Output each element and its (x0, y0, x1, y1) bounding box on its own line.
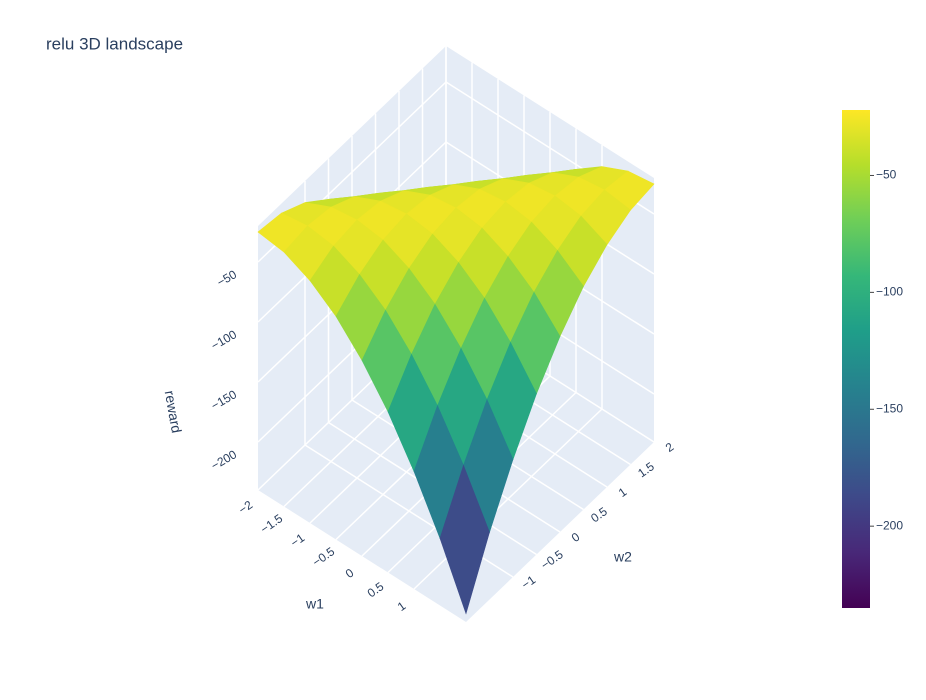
colorbar-tick-label: −200 (876, 518, 903, 532)
chart-title: relu 3D landscape (46, 34, 183, 53)
y-tick-label: 2 (663, 439, 677, 454)
x-tick-label: 1 (395, 598, 409, 613)
x-tick-label: −2 (236, 497, 256, 517)
y-axis-title: w2 (613, 549, 632, 565)
y-tick-label: 1 (616, 484, 630, 499)
z-tick-label: −100 (209, 327, 240, 353)
colorbar-tick-label: −50 (876, 168, 897, 182)
y-tick-label: 0.5 (588, 504, 610, 525)
x-tick-label: −0.5 (310, 544, 338, 569)
colorbar-tick-label: −100 (876, 285, 903, 299)
colorbar-tick-label: −150 (876, 401, 903, 415)
z-tick-label: −50 (214, 267, 239, 289)
y-tick-label: 0 (569, 529, 583, 544)
colorbar (842, 110, 870, 608)
y-tick-label: −1 (519, 572, 539, 592)
y-tick-label: 1.5 (635, 459, 657, 480)
x-tick-label: −1.5 (258, 511, 286, 536)
surface-cell (439, 464, 490, 615)
z-axis-title: reward (162, 389, 185, 434)
x-tick-label: 0 (343, 565, 357, 580)
x-tick-label: −1 (288, 530, 308, 550)
z-tick-label: −150 (209, 387, 240, 413)
y-tick-label: −0.5 (538, 547, 566, 572)
z-tick-label: −200 (209, 447, 240, 473)
x-axis-title: w1 (305, 596, 324, 612)
x-tick-label: 0.5 (365, 579, 387, 600)
